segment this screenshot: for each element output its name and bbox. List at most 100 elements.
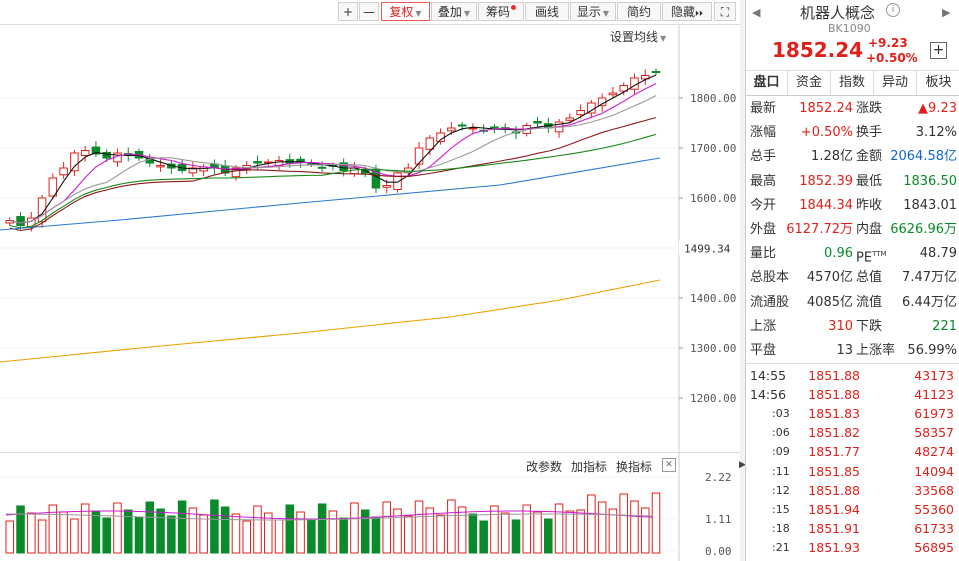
- volume-bar: [167, 515, 176, 554]
- stat-label: 流通股: [750, 294, 790, 310]
- candle-body: [231, 167, 241, 178]
- tick-volume: 14094: [914, 463, 954, 479]
- tick-volume: 56895: [914, 539, 954, 555]
- candlestick-chart[interactable]: 1800.001700.001600.001500.001400.001300.…: [0, 25, 740, 453]
- hide-button[interactable]: 隐藏⏵⏵: [662, 2, 712, 21]
- volume-bar: [533, 511, 542, 554]
- volume-bar: [565, 510, 575, 554]
- volume-bar: [371, 516, 381, 554]
- add-watchlist-button[interactable]: +: [930, 42, 947, 59]
- tick-row: :11 1851.85 14094: [746, 462, 959, 481]
- tab-handicap[interactable]: 盘口: [746, 71, 788, 95]
- stat-row: 总股本 4570亿 总值 7.47万亿: [746, 266, 959, 290]
- volume-bar: [27, 512, 36, 554]
- candle-body: [651, 71, 661, 74]
- stat-label: 昨收: [856, 197, 883, 213]
- panel-tabs: 盘口 资金 指数 异动 板块: [746, 70, 959, 96]
- stat-row: 总手 1.28亿 金额 2064.58亿: [746, 145, 959, 169]
- tick-row: 14:55 1851.88 43173: [746, 366, 959, 385]
- tick-time: :12: [772, 483, 790, 497]
- candle-body: [457, 124, 467, 127]
- chevron-down-icon: ▼: [463, 9, 471, 18]
- close-icon[interactable]: ✕: [662, 458, 676, 472]
- prev-stock-icon[interactable]: ◀: [752, 6, 761, 19]
- change-params-button[interactable]: 改参数: [526, 460, 563, 474]
- stat-label: 今开: [750, 197, 777, 213]
- display-dropdown[interactable]: 显示 ▼: [570, 2, 616, 21]
- ma60-line: [9, 133, 657, 229]
- candle-body: [188, 167, 198, 174]
- stat-value: ▲9.23: [918, 101, 957, 116]
- stat-value: 1843.01: [903, 197, 957, 213]
- volume-bar: [242, 520, 251, 554]
- add-indicator-button[interactable]: 加指标: [571, 460, 608, 474]
- stat-row: 流通股 4085亿 流值 6.44万亿: [746, 291, 959, 315]
- current-price: 1852.24: [772, 38, 864, 62]
- tab-funds[interactable]: 资金: [788, 71, 831, 95]
- stat-value: 7.47万亿: [902, 270, 957, 286]
- candle-body: [317, 166, 327, 169]
- tab-index[interactable]: 指数: [831, 71, 874, 95]
- info-icon[interactable]: i: [886, 3, 900, 17]
- ma-settings-button[interactable]: 设置均线 ▼: [610, 28, 666, 45]
- stat-label: 金额: [856, 149, 883, 165]
- volume-bar: [307, 518, 316, 554]
- chips-label: 筹码: [485, 5, 510, 19]
- tab-movement[interactable]: 异动: [874, 71, 917, 95]
- stat-row: 量比 0.96 PETTM 48.79: [746, 242, 959, 266]
- volume-bar: [113, 502, 122, 554]
- chart-toolbar: + — 复权 ▼ 叠加 ▼ 筹码 画线 显示 ▼ 简约 隐藏⏵⏵ ⛶: [0, 0, 740, 25]
- volume-bar: [91, 510, 101, 554]
- volume-bar: [16, 505, 25, 554]
- tick-time: :03: [772, 407, 790, 421]
- tick-price: 1851.77: [808, 444, 860, 460]
- volume-chart[interactable]: 2.22 1.11 0.00 改参数 加指标 换指标 ✕: [0, 453, 740, 561]
- stock-code: BK1090: [828, 22, 871, 35]
- stat-label: PETTM: [856, 250, 887, 266]
- stat-row: 今开 1844.34 昨收 1843.01: [746, 194, 959, 218]
- tick-volume: 41123: [914, 387, 954, 403]
- tick-volume: 48274: [914, 444, 954, 460]
- stat-value: 1852.39: [799, 173, 853, 189]
- stat-row: 涨幅 +0.50% 换手 3.12%: [746, 121, 959, 145]
- volume-bar: [425, 507, 435, 554]
- chips-button[interactable]: 筹码: [478, 2, 524, 21]
- stock-name: 机器人概念: [800, 4, 876, 22]
- volume-tick-label: 1.11: [705, 513, 732, 526]
- panel-splitter[interactable]: [740, 0, 745, 561]
- volume-bar: [350, 502, 359, 554]
- volume-bar: [576, 509, 585, 554]
- candle-body: [576, 110, 585, 116]
- zoom-out-button[interactable]: —: [359, 2, 379, 21]
- collapse-handle-icon[interactable]: ▶: [739, 460, 746, 470]
- tick-time: :06: [772, 426, 790, 440]
- tick-volume: 33568: [914, 482, 954, 498]
- volume-bar: [479, 520, 488, 554]
- volume-bar: [328, 510, 338, 554]
- stat-value: 6127.72万: [786, 222, 853, 237]
- overlay-dropdown[interactable]: 叠加 ▼: [431, 2, 477, 21]
- tab-sector[interactable]: 板块: [925, 75, 952, 90]
- next-stock-icon[interactable]: ▶: [942, 6, 951, 19]
- candle-body: [48, 177, 58, 197]
- stat-value: 1.28亿: [811, 149, 853, 165]
- stat-label: 外盘: [750, 222, 777, 237]
- volume-bar: [587, 494, 596, 554]
- ma5-line: [9, 74, 657, 224]
- volume-bar: [296, 511, 305, 554]
- stat-row: 上涨 310 下跌 221: [746, 315, 959, 339]
- stat-label: 总值: [856, 270, 883, 286]
- price-marker-box: [679, 240, 739, 256]
- volume-bar: [597, 501, 607, 554]
- fullscreen-icon[interactable]: ⛶: [714, 2, 736, 21]
- drawing-button[interactable]: 画线: [525, 2, 569, 21]
- volume-bar: [339, 517, 348, 554]
- switch-indicator-button[interactable]: 换指标: [616, 460, 653, 474]
- restore-rights-dropdown[interactable]: 复权 ▼: [381, 2, 430, 21]
- simple-mode-button[interactable]: 简约: [617, 2, 661, 21]
- zoom-in-button[interactable]: +: [338, 2, 358, 21]
- candle-body: [565, 117, 575, 121]
- tick-volume: 43173: [914, 368, 954, 383]
- stat-label: 下跌: [856, 318, 883, 334]
- tick-time: 14:56: [750, 387, 787, 403]
